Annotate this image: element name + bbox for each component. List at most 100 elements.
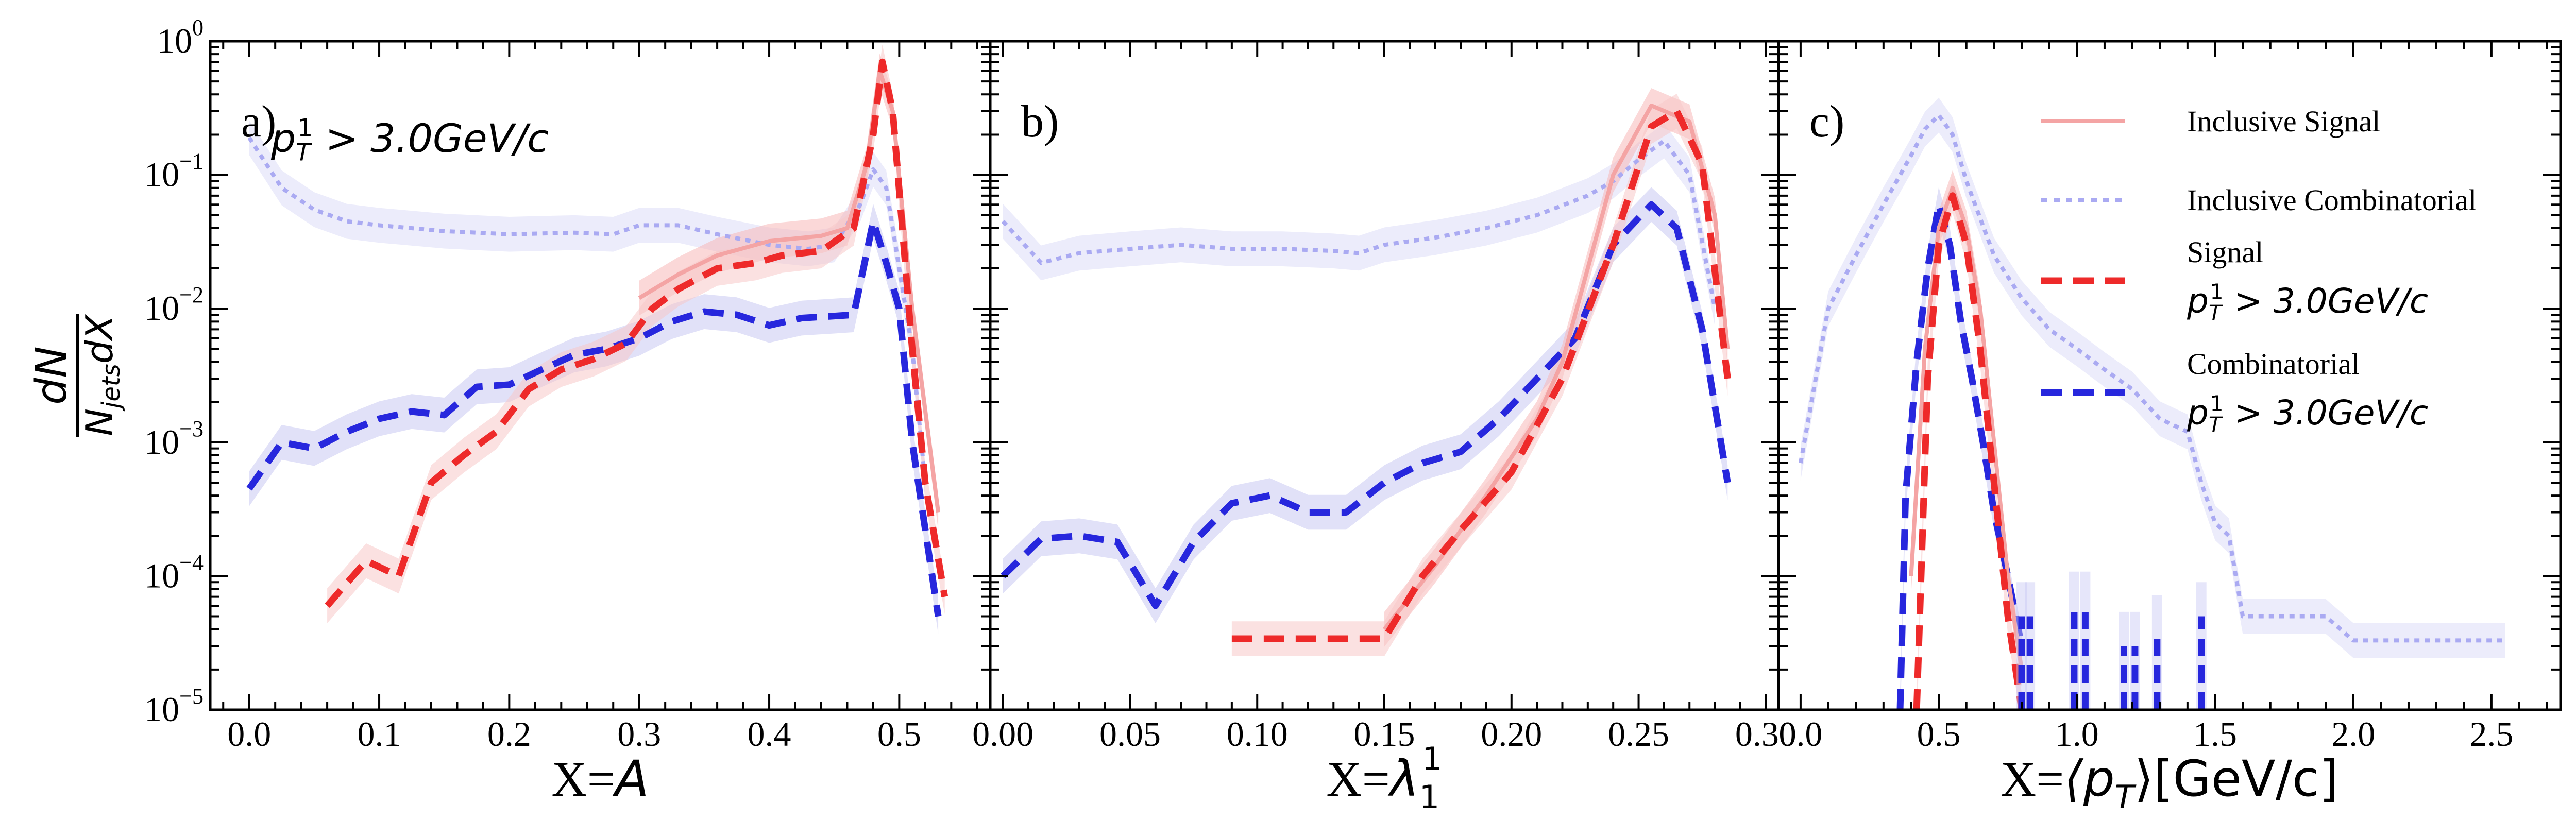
y-tick-label-0: 100 bbox=[157, 15, 204, 60]
x-tick-label: 0.0 bbox=[227, 714, 271, 754]
cut-sup-1: 1 bbox=[297, 114, 313, 143]
series-line-inc_sig bbox=[1909, 185, 2024, 670]
y-tick-exp: −4 bbox=[179, 550, 204, 575]
y-tick-base: 10 bbox=[144, 155, 179, 194]
comb-spike-band bbox=[2119, 611, 2129, 710]
series-line-comb bbox=[1001, 201, 1731, 609]
x-title-prefix: X= bbox=[551, 751, 615, 807]
x-title-var: ⟨p bbox=[2064, 750, 2114, 808]
y-tick-exp: 0 bbox=[192, 15, 204, 40]
panel-label: c) bbox=[1809, 97, 1844, 147]
x-title-sub: T bbox=[2115, 778, 2137, 816]
y-tick-label-5: 10−5 bbox=[144, 684, 204, 729]
series-line-inc_comb bbox=[1798, 113, 2505, 643]
series-line-sig bbox=[1231, 108, 1731, 642]
y-num-text: dN bbox=[27, 346, 76, 404]
y-tick-exp: −5 bbox=[179, 684, 204, 709]
cut-sub-t: T bbox=[296, 139, 312, 167]
series-line-sig bbox=[1913, 192, 2025, 710]
band-inc_comb bbox=[249, 120, 925, 500]
panel-plot-area bbox=[246, 44, 948, 634]
band-comb bbox=[249, 203, 939, 634]
panel-a: 0.0 0.1 0.2 0.3 0.4 0.5X=Aa)pT1 > 3.0GeV/c bbox=[209, 40, 992, 808]
y-den-n: N bbox=[78, 408, 121, 436]
cut-sub-t: T bbox=[2209, 301, 2223, 326]
x-title-suffix: ⟩[GeV/c] bbox=[2134, 750, 2339, 808]
x-title-sup: 1 bbox=[1422, 740, 1442, 778]
x-tick-label: 0.2 bbox=[487, 714, 531, 754]
series-line-sig bbox=[325, 58, 948, 608]
x-title-var: A bbox=[612, 750, 649, 808]
x-axis-title: X=A bbox=[551, 750, 649, 808]
cut-tail: > 3.0GeV/c bbox=[2223, 281, 2428, 321]
legend-label-sig: Signal bbox=[2187, 235, 2263, 269]
x-tick-label: 2.5 bbox=[2469, 714, 2513, 754]
y-axis-title-denominator: NjetsdX bbox=[78, 314, 126, 436]
x-tick-label: 0.25 bbox=[1608, 714, 1669, 754]
x-tick-label: 0.30 bbox=[1735, 714, 1797, 754]
cut-sup-1: 1 bbox=[2210, 391, 2223, 416]
x-tick-label: 0.00 bbox=[972, 714, 1033, 754]
x-title-sub: 1 bbox=[1419, 778, 1439, 816]
panel-c: 0.0 0.5 1.0 1.5 2.0 2.5X=⟨pT⟩[GeV/c]c) bbox=[1777, 40, 2562, 816]
y-tick-label-2: 10−2 bbox=[144, 282, 204, 328]
panel-plot-area bbox=[1798, 97, 2505, 710]
x-axis-title: X=λ11 bbox=[1326, 740, 1442, 816]
cut-sub-t: T bbox=[2209, 413, 2223, 437]
y-den-sub: jets bbox=[97, 364, 126, 412]
x-tick-label: 0.3 bbox=[617, 714, 661, 754]
cut-p: p bbox=[2187, 281, 2209, 321]
x-tick-label: 0.05 bbox=[1099, 714, 1161, 754]
y-den-tail: dX bbox=[78, 314, 121, 364]
series-line-inc_comb bbox=[1001, 139, 1717, 309]
cut-p: p bbox=[2187, 393, 2209, 433]
series-line-inc_comb bbox=[247, 136, 927, 483]
x-tick-label: 0.10 bbox=[1227, 714, 1288, 754]
series-line-inc_sig bbox=[638, 69, 941, 513]
y-tick-label-1: 10−1 bbox=[144, 149, 204, 194]
x-tick-label: 0.20 bbox=[1481, 714, 1542, 754]
y-tick-base: 10 bbox=[144, 690, 179, 729]
legend-label-inc_comb: Inclusive Combinatorial bbox=[2187, 183, 2477, 217]
y-axis-title-numerator: dN bbox=[27, 346, 76, 404]
y-tick-exp: −2 bbox=[179, 282, 204, 308]
panel-label: a) bbox=[241, 97, 276, 147]
x-title-prefix: X= bbox=[1326, 751, 1389, 807]
x-tick-label: 0.0 bbox=[1778, 714, 1822, 754]
panel-frame bbox=[1777, 40, 2562, 711]
legend-cut-sig: pT1 > 3.0GeV/c bbox=[2187, 280, 2428, 326]
y-tick-exp: −3 bbox=[179, 416, 204, 441]
y-tick-base: 10 bbox=[144, 288, 179, 328]
x-tick-label: 0.1 bbox=[358, 714, 401, 754]
y-tick-base: 10 bbox=[144, 422, 179, 462]
legend-label-comb: Combinatorial bbox=[2187, 347, 2360, 381]
legend-cut-comb: pT1 > 3.0GeV/c bbox=[2187, 391, 2428, 437]
y-tick-base: 10 bbox=[157, 21, 192, 60]
cut-tail: > 3.0GeV/c bbox=[2223, 393, 2428, 433]
cut-p: p bbox=[270, 115, 296, 161]
cut-sup-1: 1 bbox=[2210, 280, 2223, 304]
cut-annotation: pT1 > 3.0GeV/c bbox=[270, 114, 549, 167]
x-tick-label: 0.5 bbox=[877, 714, 921, 754]
x-title-prefix: X= bbox=[2001, 751, 2064, 807]
x-tick-label: 1.5 bbox=[2193, 714, 2237, 754]
series-line-comb bbox=[246, 218, 942, 617]
x-tick-label: 0.15 bbox=[1354, 714, 1415, 754]
panel-label: b) bbox=[1021, 97, 1059, 147]
legend-label-inc_sig: Inclusive Signal bbox=[2187, 105, 2380, 138]
y-tick-base: 10 bbox=[144, 556, 179, 595]
legend: Inclusive Signal Inclusive Combinatorial S… bbox=[2041, 105, 2477, 437]
x-tick-label: 2.0 bbox=[2331, 714, 2375, 754]
y-tick-exp: −1 bbox=[179, 149, 204, 174]
x-tick-label: 1.0 bbox=[2055, 714, 2099, 754]
panel-plot-area bbox=[1001, 88, 1731, 656]
x-tick-label: 0.5 bbox=[1917, 714, 1961, 754]
x-title-var: λ bbox=[1387, 750, 1419, 808]
panel-b: 0.00 0.05 0.10 0.15 0.20 0.25 0.30 X=λ11 b) bbox=[972, 40, 1797, 816]
comb-spike-band bbox=[2129, 611, 2140, 710]
cut-tail: > 3.0GeV/c bbox=[313, 115, 549, 161]
